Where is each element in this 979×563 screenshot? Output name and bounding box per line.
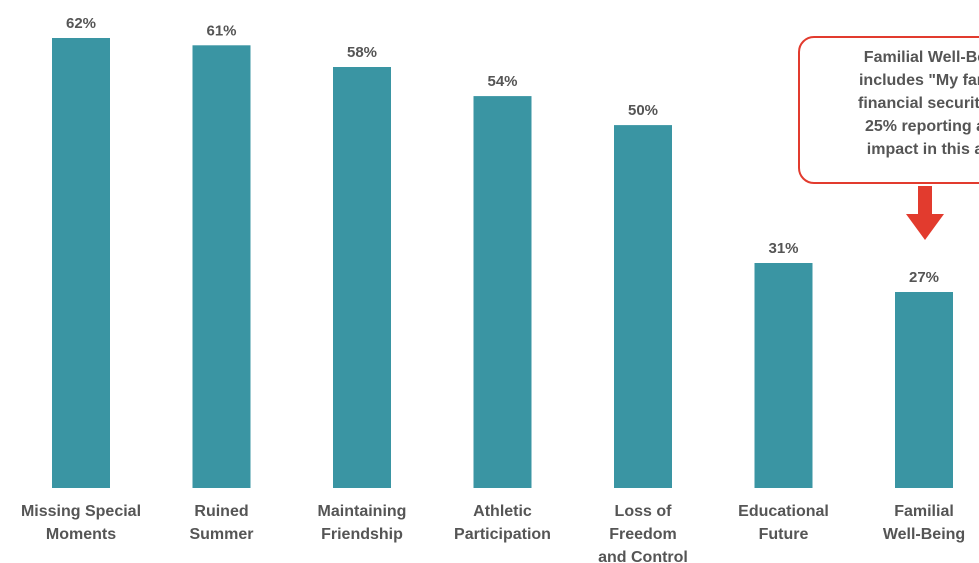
category-label: Ruined Summer <box>189 503 253 543</box>
category-label: Missing Special Moments <box>21 503 141 543</box>
value-label: 62% <box>66 15 96 32</box>
bar <box>614 125 672 488</box>
category-label: Familial Well-Being <box>883 503 965 543</box>
category-label: Maintaining Friendship <box>318 503 407 543</box>
bar <box>192 45 251 489</box>
category-label: Educational Future <box>738 503 829 543</box>
bar <box>52 38 110 488</box>
callout-box <box>798 36 979 184</box>
bar <box>895 292 953 488</box>
value-label: 58% <box>347 44 377 61</box>
bar <box>333 67 391 488</box>
callout-arrow-icon <box>906 186 944 240</box>
value-label: 54% <box>487 73 517 90</box>
category-label: Athletic Participation <box>454 503 551 543</box>
value-label: 31% <box>768 240 798 257</box>
bar <box>754 263 813 488</box>
bar <box>473 96 532 488</box>
callout-text: Familial Well-Be includes "My fam financ… <box>858 49 979 158</box>
value-label: 61% <box>206 22 236 39</box>
value-label: 50% <box>628 102 658 119</box>
value-label: 27% <box>909 269 939 286</box>
category-label: Loss of Freedom and Control <box>598 503 688 563</box>
